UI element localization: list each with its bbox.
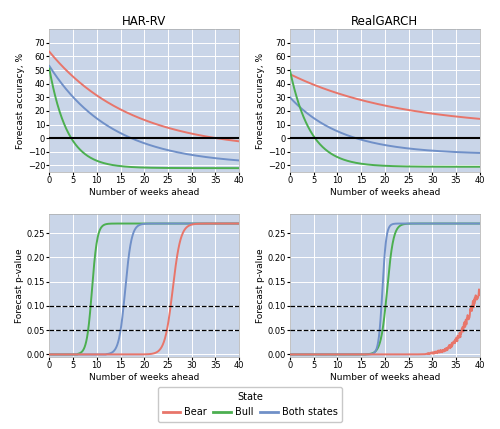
X-axis label: Number of weeks ahead: Number of weeks ahead xyxy=(89,188,200,197)
X-axis label: Number of weeks ahead: Number of weeks ahead xyxy=(330,188,440,197)
X-axis label: Number of weeks ahead: Number of weeks ahead xyxy=(330,373,440,382)
Y-axis label: Forecast accuracy, %: Forecast accuracy, % xyxy=(16,53,25,149)
Title: RealGARCH: RealGARCH xyxy=(351,15,418,28)
Title: HAR-RV: HAR-RV xyxy=(122,15,166,28)
X-axis label: Number of weeks ahead: Number of weeks ahead xyxy=(89,373,200,382)
Y-axis label: Forecast accuracy, %: Forecast accuracy, % xyxy=(256,53,266,149)
Legend: Bear, Bull, Both states: Bear, Bull, Both states xyxy=(158,387,342,422)
Y-axis label: Forecast p-value: Forecast p-value xyxy=(15,248,24,323)
Y-axis label: Forecast p-value: Forecast p-value xyxy=(256,248,264,323)
